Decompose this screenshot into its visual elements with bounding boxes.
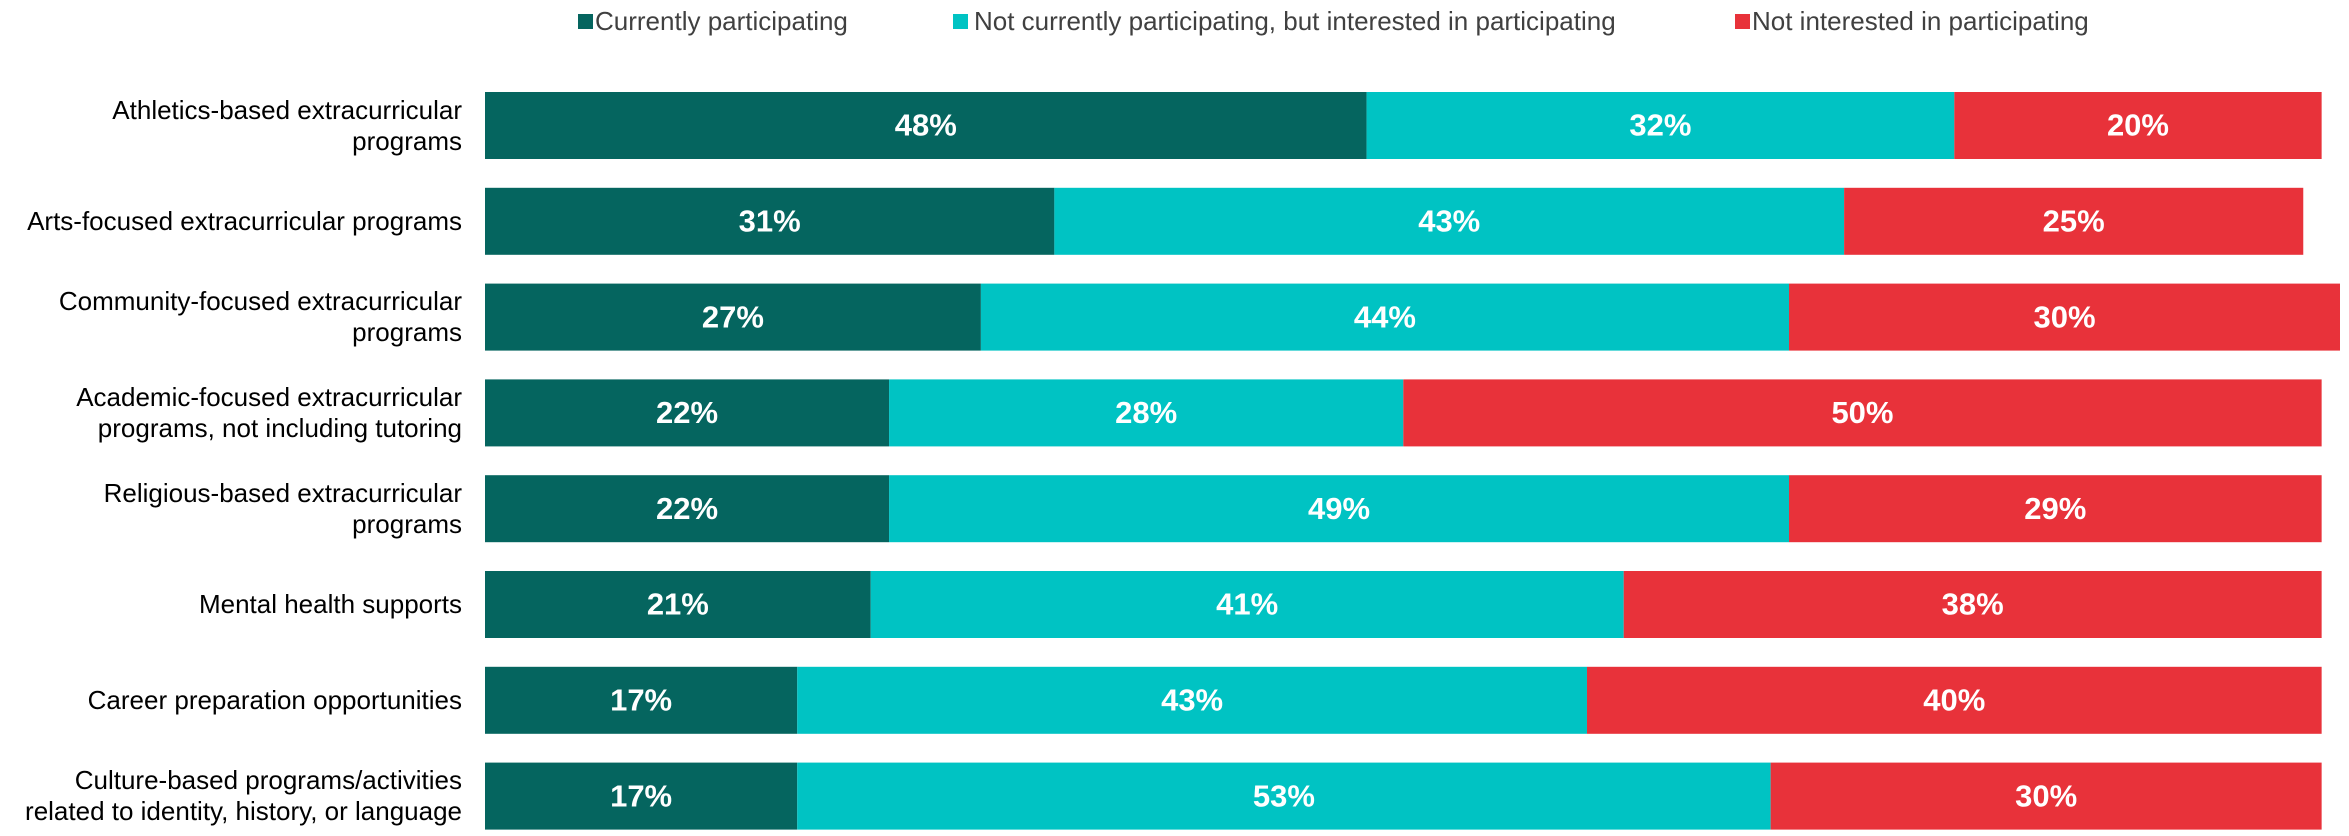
bar-segment (485, 475, 890, 543)
legend-swatch (953, 14, 968, 29)
value-label: 29% (2024, 491, 2086, 526)
value-label: 22% (656, 395, 718, 430)
value-label: 44% (1354, 299, 1416, 334)
bar-segment (1054, 187, 1845, 255)
value-label: 17% (610, 778, 672, 813)
bar-segment (1844, 187, 2304, 255)
bar-segment (485, 92, 1367, 159)
bar-segment (485, 379, 890, 447)
bar-segment (1366, 92, 1955, 159)
value-label: 41% (1216, 587, 1278, 622)
value-label: 40% (1923, 682, 1985, 717)
value-label: 30% (2033, 299, 2095, 334)
value-label: 21% (647, 587, 709, 622)
category-label: Mental health supports (198, 589, 462, 619)
category-label: Arts-focused extracurricular programs (27, 205, 462, 236)
legend-swatch (1735, 14, 1750, 29)
value-label: 50% (1831, 395, 1893, 430)
value-label: 49% (1308, 491, 1370, 526)
bar-segment (485, 666, 798, 734)
bar-segment (1789, 283, 2340, 351)
bar-segment (1789, 475, 2322, 543)
bar-segment (1586, 666, 2322, 734)
bar-segment (1770, 762, 2322, 830)
bar-segment (485, 187, 1055, 255)
bar-segment (1954, 92, 2322, 159)
bar-segment (1623, 571, 2322, 638)
value-label: 22% (656, 491, 718, 526)
category-label: Career preparation opportunities (87, 684, 462, 715)
value-label: 53% (1253, 778, 1315, 813)
bar-segment (797, 762, 1771, 830)
category-label: Religious-based extracurricular programs (103, 477, 462, 539)
value-label: 48% (895, 108, 957, 143)
bar-segment (485, 762, 798, 830)
legend-label: Currently participating (595, 6, 848, 36)
value-label: 43% (1418, 203, 1480, 238)
category-label: Academic-focused extracurricular program… (76, 381, 462, 443)
value-label: 31% (739, 203, 801, 238)
value-label: 28% (1115, 395, 1177, 430)
bar-segment (889, 379, 1404, 447)
value-label: 25% (2043, 203, 2105, 238)
bar-segment (485, 283, 981, 351)
bar-segment (485, 571, 871, 638)
bar-segment (870, 571, 1624, 638)
bar-segment (889, 475, 1790, 543)
bar-segment (797, 666, 1587, 734)
value-label: 43% (1161, 682, 1223, 717)
bar-segment (980, 283, 1790, 351)
bar-segment (1403, 379, 2322, 447)
category-label: Athletics-based extracurricular programs (112, 94, 462, 156)
category-label: Culture-based programs/activities relate… (25, 765, 462, 827)
legend-label: Not currently participating, but interes… (974, 6, 1616, 36)
category-label: Community-focused extracurricular progra… (58, 286, 462, 348)
value-label: 32% (1629, 108, 1691, 143)
value-label: 27% (702, 299, 764, 334)
value-label: 38% (1942, 587, 2004, 622)
value-label: 17% (610, 682, 672, 717)
value-label: 30% (2015, 778, 2077, 813)
legend-label: Not interested in participating (1752, 6, 2089, 36)
value-label: 20% (2107, 108, 2169, 143)
legend-swatch (578, 14, 593, 29)
